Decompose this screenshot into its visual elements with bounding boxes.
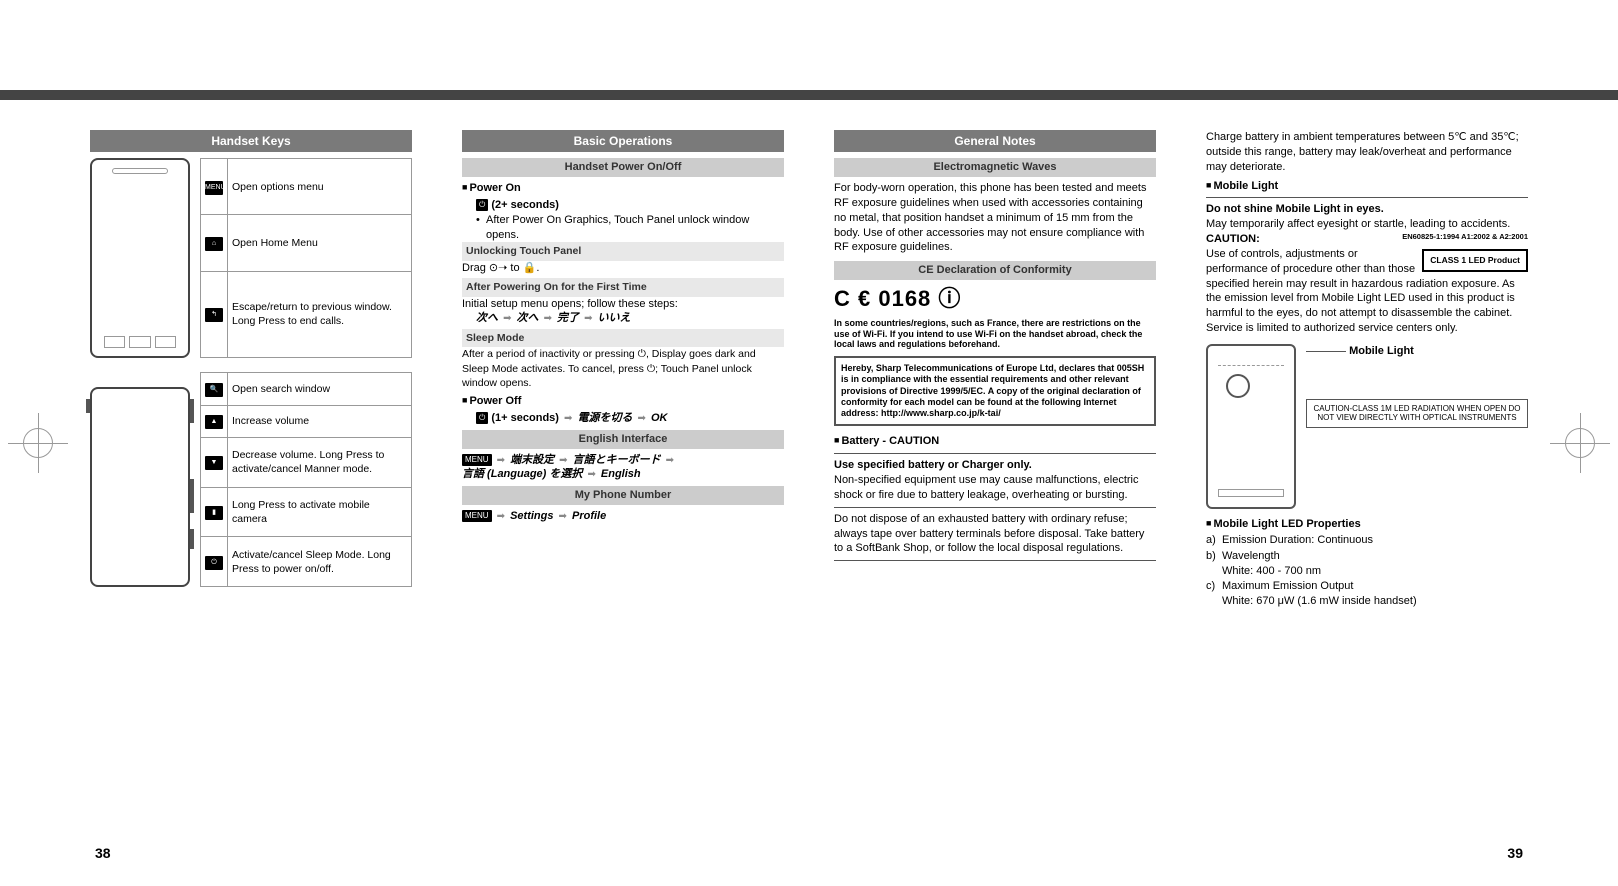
- key-description: Activate/cancel Sleep Mode. Long Press t…: [228, 537, 412, 587]
- crop-mark-right: [1550, 413, 1610, 473]
- key-glyph-icon: 🔍: [205, 383, 223, 397]
- key-description: Open search window: [228, 373, 412, 405]
- key-icon-cell: ⏻: [201, 537, 228, 587]
- divider: [1206, 197, 1528, 198]
- header-handset-keys: Handset Keys: [90, 130, 412, 152]
- phone-front-outline: [90, 158, 190, 358]
- key-glyph-icon: ▼: [205, 456, 223, 470]
- col-general-notes: General Notes Electromagnetic Waves For …: [834, 130, 1156, 826]
- key-icon-cell: ▮: [201, 487, 228, 537]
- key-description: Open Home Menu: [228, 215, 412, 271]
- power-off-sequence: ⏻ (1+ seconds) ➡ 電源を切る ➡ OK: [462, 411, 784, 426]
- ml-label: Mobile Light: [1349, 345, 1414, 357]
- sleep-text: After a period of inactivity or pressing…: [462, 347, 784, 390]
- em-waves-text: For body-worn operation, this phone has …: [834, 181, 1156, 255]
- unlock-text: Drag ⊙➝ to 🔒.: [462, 261, 784, 276]
- battery-bold: Use specified battery or Charger only.: [834, 458, 1156, 473]
- en-standard: EN60825-1:1994 A1:2002 & A2:2001: [1402, 232, 1528, 242]
- key-glyph-icon: ▮: [205, 506, 223, 520]
- heading-power-off: Power Off: [462, 394, 784, 409]
- key-description: Long Press to activate mobile camera: [228, 487, 412, 537]
- ml-caution-sticker: CAUTION-CLASS 1M LED RADIATION WHEN OPEN…: [1306, 399, 1528, 428]
- key-icon-cell: ▼: [201, 437, 228, 487]
- power-on-note: After Power On Graphics, Touch Panel unl…: [476, 213, 784, 243]
- page-number-right: 39: [1507, 845, 1523, 861]
- header-basic-ops: Basic Operations: [462, 130, 784, 152]
- led-properties-list: a)Emission Duration: Continuousb)Wavelen…: [1206, 533, 1528, 609]
- key-glyph-icon: ⌂: [205, 237, 223, 251]
- sub-power-onoff: Handset Power On/Off: [462, 158, 784, 177]
- divider: [834, 453, 1156, 454]
- top-key-table: MENU Open options menu ⌂ Open Home Menu ↰ Esc…: [200, 158, 412, 358]
- first-time-text: Initial setup menu opens; follow these s…: [462, 297, 784, 312]
- header-general-notes: General Notes: [834, 130, 1156, 152]
- key-glyph-icon: MENU: [205, 181, 223, 195]
- key-icon-cell: ▲: [201, 405, 228, 437]
- class1-led-box: CLASS 1 LED Product: [1422, 249, 1528, 272]
- key-icon-cell: MENU: [201, 159, 228, 215]
- sub-ce-decl: CE Declaration of Conformity: [834, 261, 1156, 280]
- battery-text2: Do not dispose of an exhausted battery w…: [834, 512, 1156, 557]
- heading-led-props: Mobile Light LED Properties: [1206, 518, 1361, 530]
- sub-english: English Interface: [462, 430, 784, 449]
- led-property-item: b)WavelengthWhite: 400 - 700 nm: [1222, 549, 1528, 579]
- led-property-item: a)Emission Duration: Continuous: [1222, 533, 1528, 548]
- crop-mark-left: [8, 413, 68, 473]
- first-time-sequence: 次へ ➡ 次へ ➡ 完了 ➡ いいえ: [462, 311, 784, 326]
- battery-text1: Non-specified equipment use may cause ma…: [834, 473, 1156, 503]
- charge-text: Charge battery in ambient temperatures b…: [1206, 130, 1528, 175]
- phone-number-sequence: MENU ➡ Settings ➡ Profile: [462, 509, 784, 524]
- heading-mobile-light: Mobile Light: [1206, 179, 1528, 194]
- divider: [834, 507, 1156, 508]
- sleep-heading: Sleep Mode: [462, 329, 784, 347]
- col-handset-keys: Handset Keys MENU Open options menu ⌂ Open …: [90, 130, 412, 826]
- top-bar: [0, 90, 1618, 100]
- page-number-left: 38: [95, 845, 111, 861]
- key-icon-cell: ↰: [201, 271, 228, 357]
- unlock-heading: Unlocking Touch Panel: [462, 242, 784, 260]
- key-description: Decrease volume. Long Press to activate/…: [228, 437, 412, 487]
- first-time-heading: After Powering On for the First Time: [462, 278, 784, 296]
- col-basic-operations: Basic Operations Handset Power On/Off Po…: [462, 130, 784, 826]
- key-glyph-icon: ↰: [205, 308, 223, 322]
- key-description: Open options menu: [228, 159, 412, 215]
- key-glyph-icon: ⏻: [205, 556, 223, 570]
- heading-battery: Battery - CAUTION: [834, 434, 1156, 449]
- ce-small-text: In some countries/regions, such as Franc…: [834, 318, 1156, 350]
- camera-lens-icon: [1226, 374, 1250, 398]
- key-icon-cell: ⌂: [201, 215, 228, 271]
- col-mobile-light: Charge battery in ambient temperatures b…: [1206, 130, 1528, 826]
- heading-power-on: Power On: [462, 181, 784, 196]
- english-sequence: MENU ➡ 端末設定 ➡ 言語とキーボード ➡言語 (Language) を選…: [462, 453, 784, 483]
- power-on-seconds: (2+ seconds): [491, 199, 559, 211]
- divider: [834, 560, 1156, 561]
- key-glyph-icon: ▲: [205, 415, 223, 429]
- sub-em-waves: Electromagnetic Waves: [834, 158, 1156, 177]
- key-description: Increase volume: [228, 405, 412, 437]
- bottom-key-table: 🔍 Open search window ▲ Increase volume ▼ Decr…: [200, 372, 412, 587]
- ce-mark: C € 0168 ⓘ: [834, 284, 1156, 314]
- phone-side-outline: [90, 387, 190, 587]
- key-description: Escape/return to previous window. Long P…: [228, 271, 412, 357]
- sub-phone-number: My Phone Number: [462, 486, 784, 505]
- mobile-light-diagram: Mobile Light CAUTION-CLASS 1M LED RADIAT…: [1206, 344, 1528, 509]
- power-key-icon: ⏻: [476, 199, 488, 211]
- phone-back-outline: [1206, 344, 1296, 509]
- key-icon-cell: 🔍: [201, 373, 228, 405]
- ml-bold: Do not shine Mobile Light in eyes.: [1206, 202, 1528, 217]
- ml-text1: May temporarily affect eyesight or start…: [1206, 217, 1528, 232]
- led-property-item: c)Maximum Emission OutputWhite: 670 μW (…: [1222, 579, 1528, 609]
- declaration-box: Hereby, Sharp Telecommunications of Euro…: [834, 356, 1156, 426]
